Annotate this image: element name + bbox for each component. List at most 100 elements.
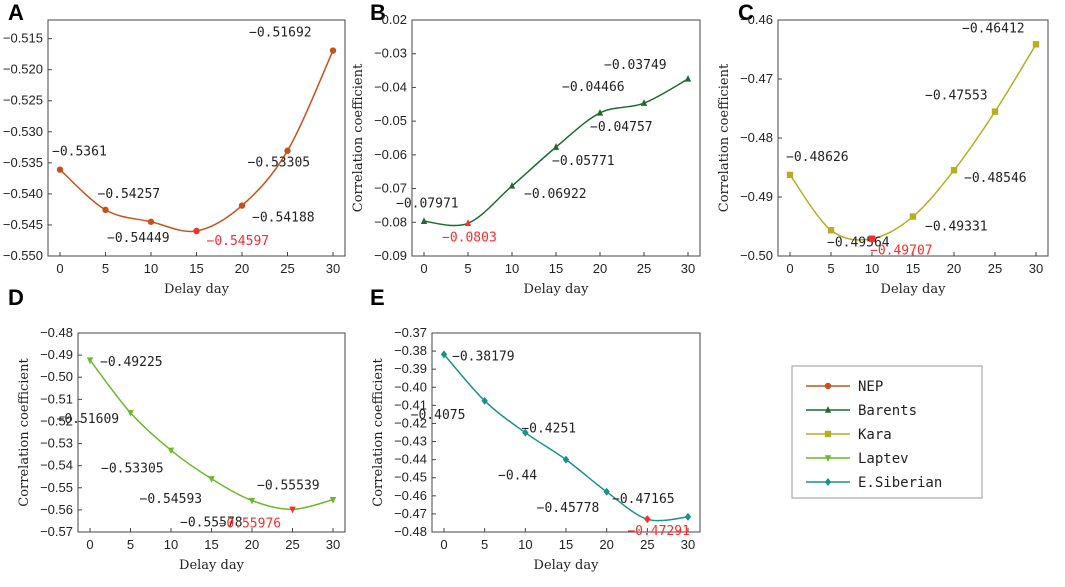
data-label: −0.03749 (604, 58, 667, 73)
legend-marker (824, 406, 832, 413)
y-tick-label: −0.52 (40, 413, 73, 428)
legend-label: Barents (858, 403, 917, 419)
data-label: −0.48626 (786, 150, 849, 165)
legend-label: Kara (858, 427, 892, 443)
data-label: −0.54593 (140, 492, 203, 507)
y-axis-title: Correlation coefficient (17, 358, 32, 507)
y-tick-label: −0.49 (40, 347, 73, 362)
data-label: −0.04466 (562, 80, 625, 95)
y-tick-label: −0.06 (374, 147, 407, 162)
x-tick-label: 25 (988, 261, 1002, 276)
min-data-label: −0.0803 (442, 230, 497, 245)
data-point (284, 147, 291, 154)
legend-frame (791, 365, 983, 499)
y-tick-label: −0.56 (40, 502, 73, 517)
min-data-label: −0.49707 (870, 244, 933, 259)
data-point (481, 396, 488, 405)
y-tick-label: −0.48 (394, 524, 427, 539)
data-label: −0.48546 (964, 171, 1027, 186)
y-tick-label: −0.515 (3, 31, 43, 46)
x-tick-label: 30 (681, 537, 695, 552)
data-label: −0.53305 (101, 461, 164, 476)
x-tick-label: 25 (285, 537, 299, 552)
data-label: −0.47165 (612, 492, 675, 507)
y-tick-label: −0.47 (740, 71, 773, 86)
x-axis-title: Delay day (164, 282, 230, 297)
legend-label: NEP (858, 379, 883, 395)
data-label: −0.54449 (107, 231, 170, 246)
y-tick-label: −0.46 (394, 488, 427, 503)
y-tick-label: −0.43 (394, 434, 427, 449)
min-data-point (868, 235, 876, 242)
y-axis-title: Correlation coefficient (371, 358, 386, 507)
y-tick-label: −0.54 (40, 458, 73, 473)
x-tick-label: 30 (326, 537, 340, 552)
y-tick-label: −0.42 (394, 415, 427, 430)
data-point (950, 167, 958, 174)
panel-letter: C (738, 0, 754, 25)
data-label: −0.55539 (257, 479, 320, 494)
y-tick-label: −0.44 (394, 452, 427, 467)
x-tick-label: 10 (865, 261, 879, 276)
min-data-label: −0.55976 (219, 516, 282, 531)
min-data-point (193, 227, 200, 235)
panel-letter: D (8, 285, 24, 310)
legend-marker (824, 430, 832, 438)
data-label: −0.55578 (180, 516, 243, 531)
data-point (86, 357, 94, 365)
data-label: −0.47553 (925, 89, 988, 104)
x-tick-label: 10 (164, 537, 178, 552)
legend-marker (824, 382, 832, 390)
data-point (991, 108, 999, 115)
x-tick-label: 5 (464, 261, 471, 276)
x-tick-label: 0 (420, 261, 427, 276)
x-tick-label: 10 (518, 537, 532, 552)
y-tick-label: −0.53 (40, 436, 73, 451)
y-tick-label: −0.41 (394, 397, 427, 412)
min-data-point (644, 515, 651, 524)
data-label: −0.53305 (248, 156, 311, 171)
min-data-label: −0.54597 (207, 234, 270, 249)
x-tick-label: 25 (637, 261, 651, 276)
data-point (522, 428, 529, 437)
y-tick-label: −0.05 (374, 113, 407, 128)
data-label: −0.54257 (98, 187, 161, 202)
y-tick-label: −0.38 (394, 343, 427, 358)
y-tick-label: −0.08 (374, 214, 407, 229)
data-point (786, 171, 794, 179)
data-label: −0.54188 (252, 211, 315, 226)
x-tick-label: 30 (681, 261, 695, 276)
panel-letter: E (370, 285, 385, 310)
data-point (552, 143, 560, 150)
plot-frame (411, 19, 701, 257)
x-tick-label: 5 (102, 261, 109, 276)
x-tick-label: 30 (326, 261, 340, 276)
x-axis-title: Delay day (534, 558, 600, 573)
x-tick-label: 15 (204, 537, 218, 552)
y-tick-label: −0.550 (3, 248, 43, 263)
data-label: −0.44 (498, 469, 537, 484)
series-line-kara (789, 43, 1037, 241)
x-tick-label: 0 (440, 537, 447, 552)
data-label: −0.4251 (521, 422, 576, 437)
x-tick-label: 0 (56, 261, 63, 276)
y-tick-label: −0.37 (394, 325, 427, 340)
data-label: −0.07971 (396, 196, 459, 211)
y-tick-label: −0.39 (394, 361, 427, 376)
x-tick-label: 15 (549, 261, 563, 276)
data-label: −0.49225 (100, 355, 163, 370)
data-point (562, 455, 570, 464)
legend: NEP Barents Kara Laptev E.Siberian (791, 365, 983, 499)
data-point (684, 74, 692, 82)
chart-panel-b: B −0.09 −0.08 −0.07 −0.06 −0.05 −0.04 −0.03 −0.0… (351, 0, 701, 297)
x-tick-label: 15 (906, 261, 920, 276)
data-label: −0.38179 (452, 349, 515, 364)
x-tick-label: 5 (481, 537, 488, 552)
data-point (508, 181, 516, 189)
data-label: −0.51609 (57, 412, 120, 427)
panel-letter: A (8, 0, 24, 25)
legend-label: E.Siberian (858, 475, 942, 491)
data-label: −0.5361 (52, 145, 107, 160)
y-tick-label: −0.51 (40, 391, 73, 406)
